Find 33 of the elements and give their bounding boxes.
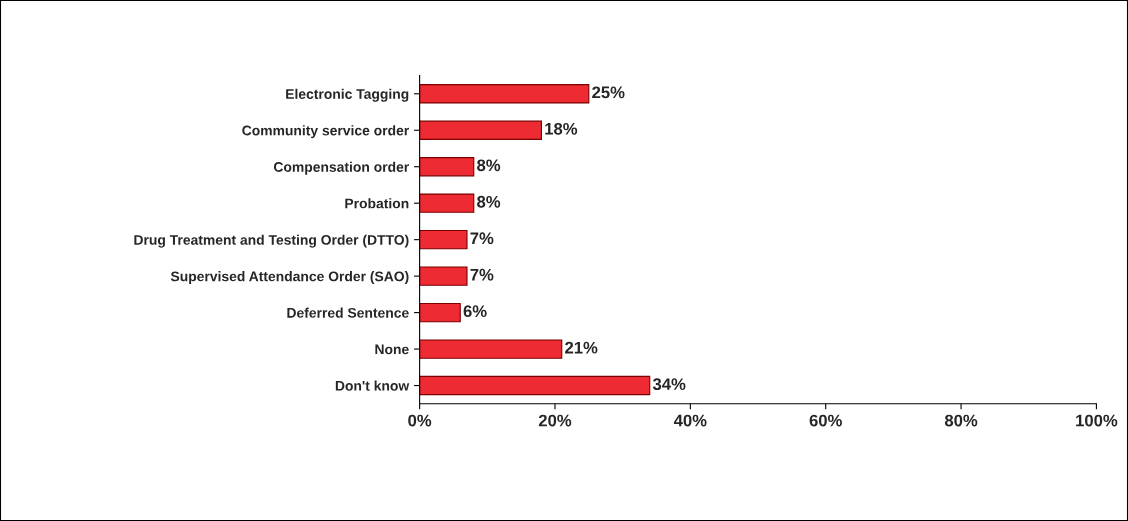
bar [419, 302, 461, 323]
bar [419, 120, 542, 140]
y-tick-label: Probation [345, 198, 409, 209]
bar [419, 266, 468, 286]
bar [419, 157, 475, 177]
y-tick-label: Compensation order [273, 161, 409, 175]
data-label: 8% [477, 195, 501, 208]
x-tick-label: 80% [944, 414, 978, 427]
y-tick-label: Community service order [242, 125, 409, 139]
data-label: 7% [470, 268, 494, 281]
x-tick-label: 100% [1076, 414, 1118, 427]
data-label: 34% [652, 378, 686, 391]
x-tick-label: 60% [809, 414, 842, 427]
data-label: 7% [470, 232, 494, 245]
bar [419, 193, 475, 213]
bar [419, 229, 468, 250]
bar [419, 375, 651, 396]
y-tick-label: Drug Treatment and Testing Order (DTTO) [134, 234, 409, 248]
x-tick-label: 40% [673, 414, 707, 427]
y-tick-label: Don't know [335, 380, 410, 391]
y-tick-label: Electronic Tagging [286, 88, 409, 102]
y-tick-label: Supervised Attendance Order (SAO) [170, 271, 409, 285]
bar [419, 84, 590, 104]
x-tick-label: 0% [408, 414, 432, 427]
data-label: 25% [592, 86, 625, 99]
data-label: 6% [463, 305, 487, 318]
x-tick-label: 20% [538, 414, 572, 427]
y-tick-label: None [375, 344, 409, 355]
data-label: 8% [477, 159, 501, 172]
data-label: 21% [565, 341, 598, 354]
bar [419, 339, 563, 359]
y-tick-label: Deferred Sentence [287, 307, 409, 318]
data-label: 18% [545, 122, 578, 135]
